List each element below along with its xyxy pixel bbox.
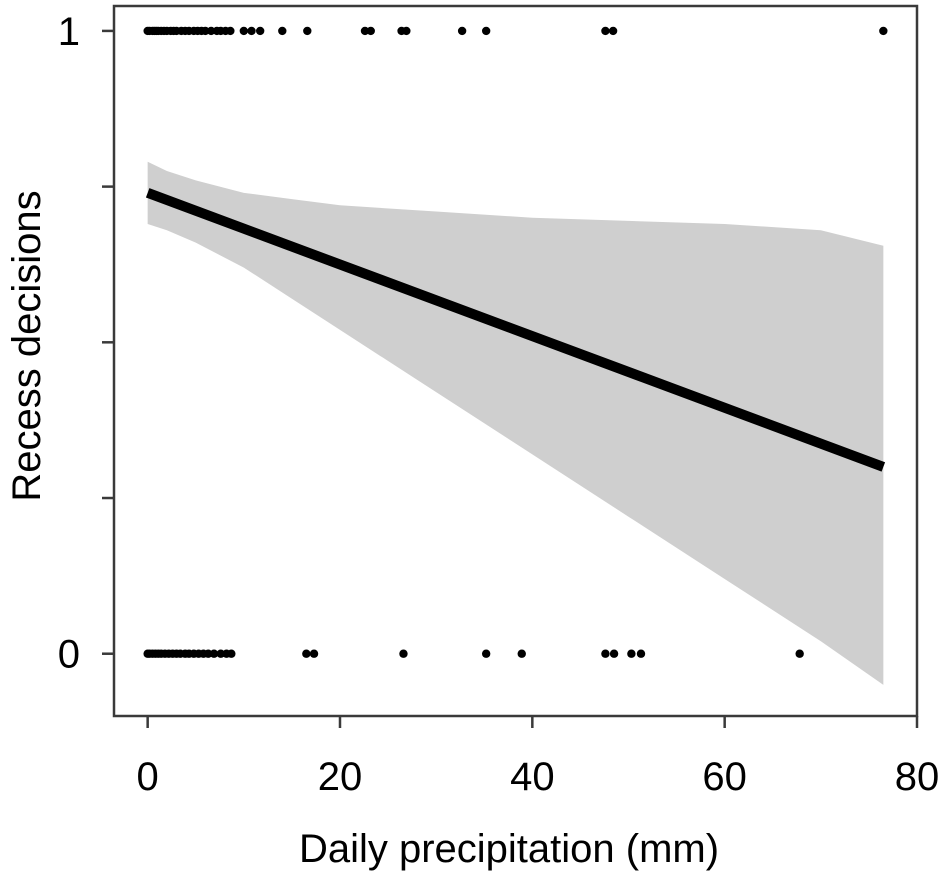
data-point	[627, 649, 636, 658]
x-axis-title: Daily precipitation (mm)	[299, 827, 719, 871]
fit-line	[145, 188, 886, 472]
data-point	[216, 649, 225, 658]
y-axis-title: Recess decisions	[5, 190, 49, 501]
y-ticks: 01	[58, 10, 114, 677]
data-point	[206, 26, 216, 36]
x-ticks: 0 20 40 60 80	[137, 716, 940, 799]
data-point	[402, 26, 411, 36]
points-layer	[143, 26, 888, 658]
data-point	[609, 649, 619, 658]
data-point	[209, 649, 219, 658]
x-tick-label: 80	[895, 755, 940, 799]
data-point	[309, 649, 319, 658]
data-point	[239, 26, 249, 36]
data-point	[601, 26, 610, 36]
data-point	[517, 649, 526, 658]
x-tick-label: 0	[137, 755, 159, 799]
data-point	[481, 649, 491, 658]
data-point	[399, 649, 408, 658]
x-tick-label: 20	[318, 755, 363, 799]
data-point	[879, 26, 888, 36]
data-point	[247, 26, 256, 36]
data-point	[303, 26, 312, 36]
x-tick-label: 60	[702, 755, 747, 799]
data-point	[636, 649, 646, 658]
data-point	[255, 26, 265, 36]
data-point	[608, 26, 618, 36]
confidence-band-layer	[147, 161, 884, 685]
data-point	[366, 26, 375, 36]
data-point	[204, 649, 213, 658]
data-point	[601, 649, 610, 658]
plot-frame	[112, 4, 919, 718]
data-point	[302, 649, 311, 658]
fit-line-layer	[145, 188, 886, 472]
x-tick-label: 40	[510, 755, 555, 799]
y-tick-label: 0	[58, 633, 80, 677]
data-point	[201, 26, 210, 36]
y-tick-label: 1	[58, 10, 80, 54]
data-point	[227, 649, 236, 658]
data-point	[481, 26, 491, 36]
data-point	[278, 26, 287, 36]
data-point	[795, 649, 804, 658]
data-point	[360, 26, 370, 36]
data-point	[226, 26, 235, 36]
data-point	[457, 26, 467, 36]
confidence-band	[147, 161, 884, 685]
